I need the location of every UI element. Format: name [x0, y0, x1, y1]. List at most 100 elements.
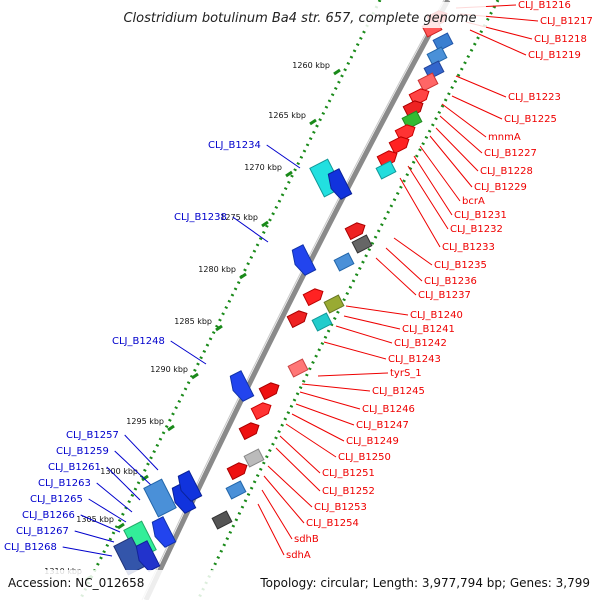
gene-feature-block[interactable] [325, 168, 353, 201]
gene-feature-block[interactable] [226, 460, 249, 481]
gene-label-forward[interactable]: CLJ_B1243 [388, 354, 441, 365]
gene-label-forward[interactable]: CLJ_B1228 [480, 166, 533, 177]
gene-label-forward[interactable]: mnmA [488, 132, 521, 143]
gene-label-forward[interactable]: CLJ_B1250 [338, 452, 391, 463]
gene-feature-block[interactable] [333, 252, 355, 272]
gene-label-forward[interactable]: CLJ_B1253 [314, 502, 367, 513]
label-leader-line [114, 450, 153, 487]
gene-label-reverse[interactable]: CLJ_B1266 [22, 510, 75, 521]
gene-feature-block[interactable] [375, 160, 397, 180]
label-leader-line [455, 75, 507, 98]
gene-feature-block[interactable] [143, 478, 177, 518]
gene-label-forward[interactable]: CLJ_B1219 [528, 50, 581, 61]
gene-label-forward[interactable]: CLJ_B1245 [372, 386, 425, 397]
gene-label-forward[interactable]: CLJ_B1218 [534, 34, 587, 45]
kbp-tick-mark [309, 118, 317, 126]
gene-feature-block[interactable] [417, 72, 439, 92]
gene-feature-block[interactable] [250, 400, 273, 421]
gene-label-forward[interactable]: CLJ_B1249 [346, 436, 399, 447]
label-leader-line [441, 103, 487, 138]
kbp-tick-mark [333, 68, 341, 76]
gene-feature-block[interactable] [211, 510, 233, 530]
label-leader-line [317, 372, 389, 377]
gene-label-forward[interactable]: CLJ_B1254 [306, 518, 359, 529]
label-leader-line [267, 465, 313, 508]
gene-label-forward[interactable]: CLJ_B1229 [474, 182, 527, 193]
gene-label-forward[interactable]: CLJ_B1247 [356, 420, 409, 431]
gene-label-forward[interactable]: CLJ_B1241 [402, 324, 455, 335]
gene-label-forward[interactable]: CLJ_B1246 [362, 404, 415, 415]
label-leader-line [399, 177, 441, 248]
gene-feature-block[interactable] [351, 234, 373, 254]
gene-label-forward[interactable]: CLJ_B1237 [418, 290, 471, 301]
gene-feature-block[interactable] [432, 32, 454, 52]
gene-label-forward[interactable]: tyrS_1 [390, 368, 422, 379]
gene-feature-block[interactable] [227, 370, 255, 403]
label-leader-line [335, 325, 393, 344]
gene-label-reverse[interactable]: CLJ_B1234 [208, 140, 261, 151]
gene-label-forward[interactable]: CLJ_B1233 [442, 242, 495, 253]
gene-label-forward[interactable]: CLJ_B1217 [540, 16, 593, 27]
gene-label-forward[interactable]: CLJ_B1227 [484, 148, 537, 159]
gene-label-reverse[interactable]: CLJ_B1268 [4, 542, 57, 553]
kbp-tick-label: 1275 kbp [220, 213, 258, 222]
label-leader-line [451, 95, 503, 120]
gene-label-forward[interactable]: bcrA [462, 196, 485, 207]
gene-label-forward[interactable]: CLJ_B1235 [434, 260, 487, 271]
gene-features [113, 10, 454, 576]
gene-label-forward[interactable]: CLJ_B1225 [504, 114, 557, 125]
label-leader-line [285, 423, 337, 458]
accession-text: Accession: NC_012658 [8, 576, 144, 590]
gene-label-forward[interactable]: CLJ_B1231 [454, 210, 507, 221]
gene-feature-block[interactable] [287, 358, 309, 378]
gene-feature-block[interactable] [289, 244, 317, 277]
gene-feature-block[interactable] [323, 294, 345, 314]
gene-label-forward[interactable]: CLJ_B1236 [424, 276, 477, 287]
gene-label-forward[interactable]: CLJ_B1216 [518, 0, 571, 11]
gene-label-reverse[interactable]: CLJ_B1267 [16, 526, 69, 537]
gene-label-reverse[interactable]: CLJ_B1265 [30, 494, 83, 505]
label-leader-lines [62, 4, 539, 557]
gene-feature-block[interactable] [426, 46, 448, 66]
gene-label-reverse[interactable]: CLJ_B1261 [48, 462, 101, 473]
label-leader-line [261, 489, 293, 540]
gene-label-forward[interactable]: CLJ_B1252 [322, 486, 375, 497]
gene-label-forward[interactable]: sdhA [286, 550, 311, 561]
gene-feature-block[interactable] [286, 308, 309, 329]
gene-label-forward[interactable]: CLJ_B1232 [450, 224, 503, 235]
gene-feature-block[interactable] [225, 480, 247, 500]
gene-feature-block[interactable] [149, 516, 177, 549]
label-leader-line [419, 145, 461, 202]
gene-feature-block[interactable] [175, 470, 203, 503]
gene-feature-block[interactable] [133, 540, 161, 573]
kbp-tick-label: 1285 kbp [174, 317, 212, 326]
gene-feature-block[interactable] [302, 286, 325, 307]
gene-feature-block[interactable] [258, 380, 281, 401]
gene-label-reverse[interactable]: CLJ_B1263 [38, 478, 91, 489]
label-leader-line [343, 315, 401, 330]
gene-label-forward[interactable]: sdhB [294, 534, 319, 545]
gene-label-forward[interactable]: CLJ_B1242 [394, 338, 447, 349]
genome-summary-text: Topology: circular; Length: 3,977,794 bp… [259, 576, 590, 590]
kbp-tick-label: 1260 kbp [292, 61, 330, 70]
gene-feature-block[interactable] [238, 420, 261, 441]
label-leader-line [385, 247, 423, 282]
gene-feature-block[interactable] [243, 448, 265, 468]
label-leader-line [299, 391, 361, 410]
label-leader-line [323, 341, 387, 360]
gene-feature-block[interactable] [388, 134, 411, 155]
page-title: Clostridium botulinum Ba4 str. 657, comp… [123, 11, 476, 26]
gene-feature-block[interactable] [311, 312, 333, 332]
label-leader-line [439, 115, 483, 154]
gene-label-reverse[interactable]: CLJ_B1248 [112, 336, 165, 347]
gene-label-forward[interactable]: CLJ_B1223 [508, 92, 561, 103]
gene-label-forward[interactable]: CLJ_B1251 [322, 468, 375, 479]
gene-label-reverse[interactable]: CLJ_B1259 [56, 446, 109, 457]
label-leader-line [435, 127, 479, 172]
gene-label-reverse[interactable]: CLJ_B1238 [174, 212, 227, 223]
gene-label-forward[interactable]: CLJ_B1240 [410, 310, 463, 321]
kbp-tick-mark [261, 220, 269, 228]
gene-feature-block[interactable] [344, 220, 367, 241]
gene-label-reverse[interactable]: CLJ_B1257 [66, 430, 119, 441]
